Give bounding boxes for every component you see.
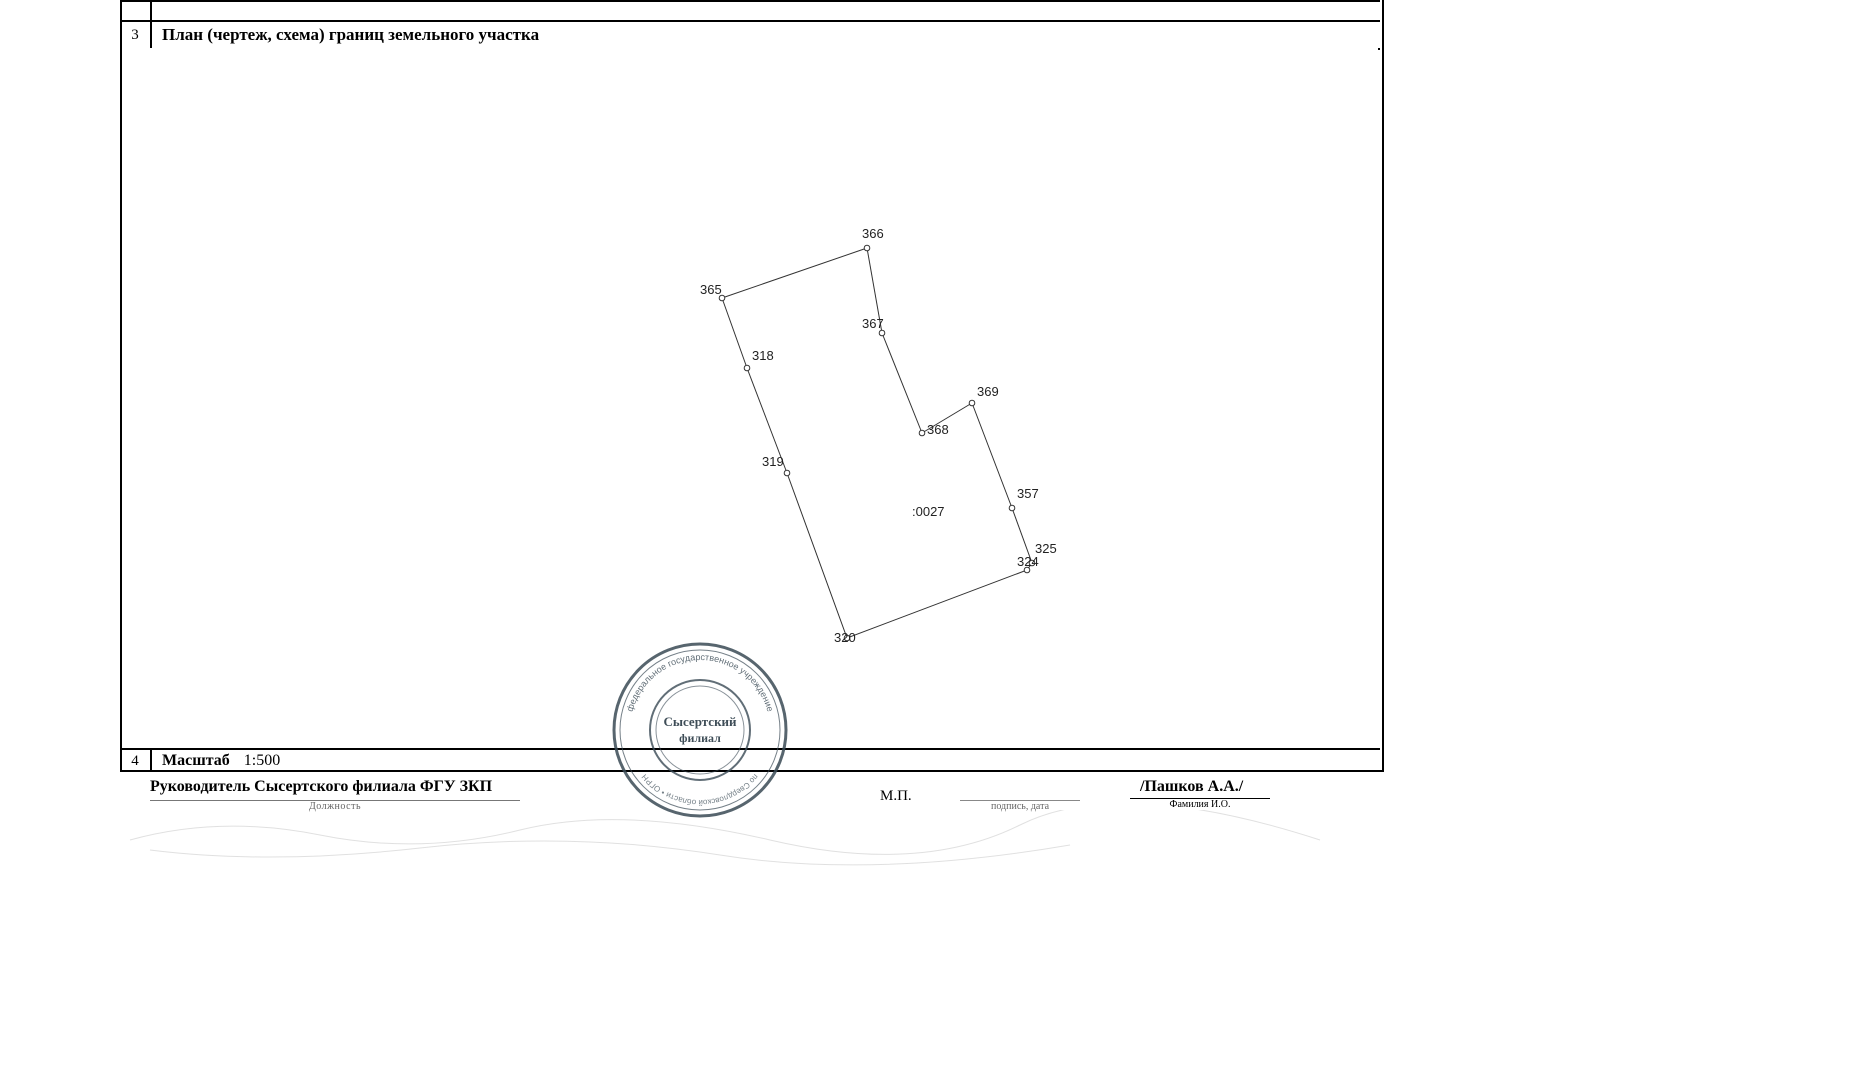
vertex-label: 367 bbox=[862, 316, 884, 331]
parcel-edge bbox=[847, 570, 1027, 638]
vertex-label: 318 bbox=[752, 348, 774, 363]
vertex-label: 368 bbox=[927, 422, 949, 437]
stamp-inner-text-1: Сысертский bbox=[663, 714, 737, 729]
parcel-vertex bbox=[879, 330, 885, 336]
parcel-edge bbox=[787, 473, 847, 638]
vertex-label: 319 bbox=[762, 454, 784, 469]
director-title: Руководитель Сысертского филиала ФГУ ЗКП bbox=[150, 778, 492, 796]
row-number-4: 4 bbox=[120, 750, 152, 772]
parcel-vertex bbox=[1009, 505, 1015, 511]
parcel-edge bbox=[972, 403, 1012, 508]
signature-scribble-icon bbox=[120, 810, 1380, 870]
svg-text:по Свердловской области • ОГРН: по Свердловской области • ОГРН bbox=[640, 772, 760, 807]
parcel-diagram: 365366367318368369319357325324320:0027 bbox=[122, 48, 1378, 748]
parcel-vertex bbox=[744, 365, 750, 371]
official-stamp-icon: федеральное государственное учреждение п… bbox=[610, 640, 790, 820]
signer-name: /Пашков А.А./ bbox=[1140, 778, 1243, 796]
vertex-label: 320 bbox=[834, 630, 856, 645]
vertex-label: 369 bbox=[977, 384, 999, 399]
stamp-placeholder-label: М.П. bbox=[880, 788, 912, 805]
vertex-label: 366 bbox=[862, 226, 884, 241]
parcel-edge bbox=[882, 333, 922, 433]
stamp-inner-text-2: филиал bbox=[679, 731, 721, 745]
parcel-edge bbox=[722, 248, 867, 298]
parcel-vertex bbox=[784, 470, 790, 476]
parcel-id-label: :0027 bbox=[912, 504, 945, 519]
scale-label: Масштаб bbox=[152, 752, 230, 770]
vertex-label: 357 bbox=[1017, 486, 1039, 501]
signer-caption: Фамилия И.О. bbox=[1130, 798, 1270, 810]
scale-value: 1:500 bbox=[230, 752, 280, 770]
plan-drawing-area: 365366367318368369319357325324320:0027 bbox=[122, 48, 1378, 748]
parcel-vertex bbox=[864, 245, 870, 251]
stamp-outer-text-bottom: по Свердловской области • ОГРН bbox=[640, 772, 760, 807]
parcel-edge bbox=[722, 298, 747, 368]
parcel-vertex bbox=[969, 400, 975, 406]
vertex-label: 324 bbox=[1017, 554, 1039, 569]
parcel-vertex bbox=[919, 430, 925, 436]
vertex-label: 365 bbox=[700, 282, 722, 297]
